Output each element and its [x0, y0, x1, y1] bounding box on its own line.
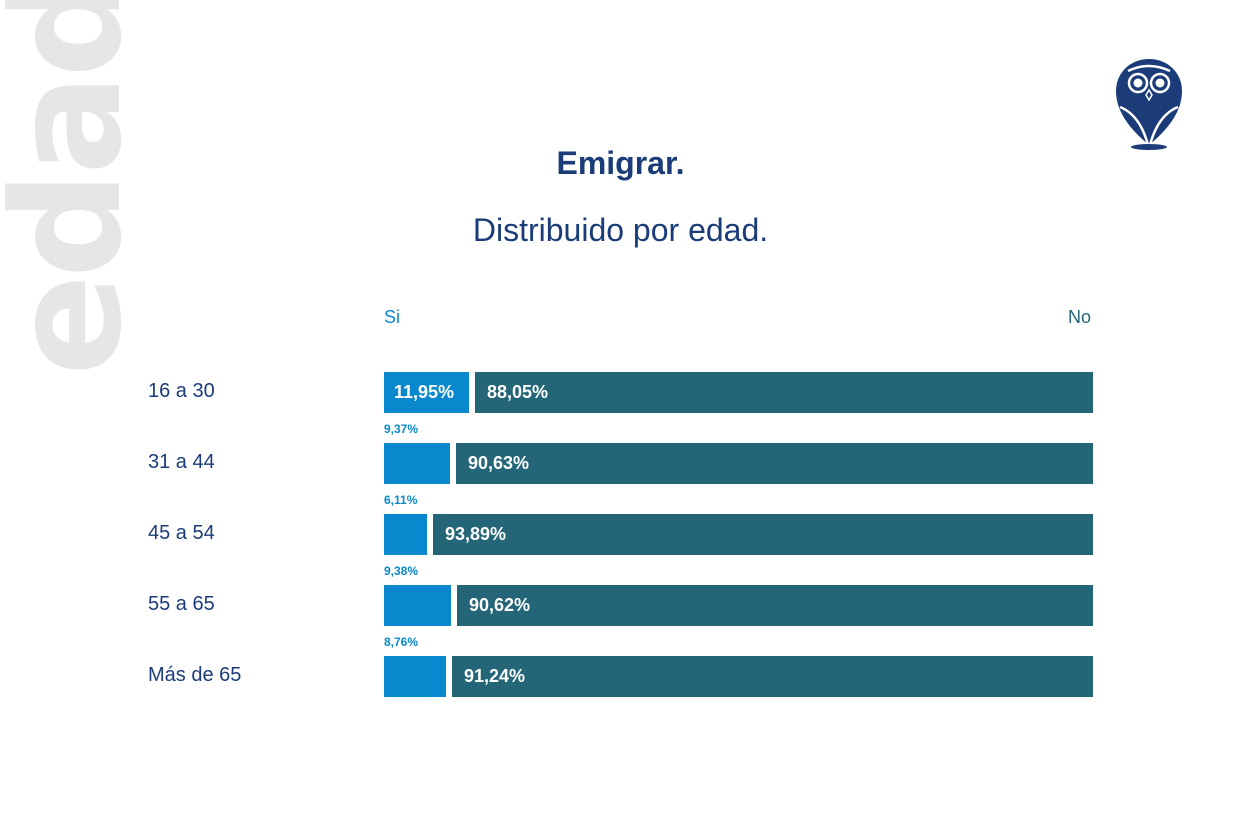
category-label: 31 a 44: [148, 451, 215, 473]
data-label-no: 93,89%: [445, 524, 507, 544]
bar-no: [456, 443, 1093, 484]
data-label-si: 8,76%: [384, 635, 419, 649]
bar-no: [433, 514, 1093, 555]
data-label-no: 88,05%: [487, 382, 549, 402]
watermark-text: edad: [0, 0, 155, 376]
data-label-no: 90,62%: [469, 595, 531, 615]
legend-no: No: [1068, 307, 1092, 327]
bar-no: [475, 372, 1093, 413]
bar-si: [384, 585, 451, 626]
data-label-si: 9,37%: [384, 422, 419, 436]
data-label-no: 91,24%: [464, 666, 526, 686]
bar-si: [384, 443, 450, 484]
data-label-si: 11,95%: [394, 382, 455, 402]
data-label-no: 90,63%: [468, 453, 530, 473]
chart-title: Emigrar.: [556, 145, 685, 181]
bar-no: [457, 585, 1093, 626]
category-label: 16 a 30: [148, 380, 215, 402]
owl-logo: [1116, 59, 1182, 150]
data-label-si: 6,11%: [384, 493, 418, 507]
bar-si: [384, 514, 427, 555]
chart-subtitle: Distribuido por edad.: [472, 212, 769, 248]
bar-si: [384, 372, 469, 413]
bar-no: [452, 656, 1093, 697]
category-label: Más de 65: [148, 664, 242, 686]
category-label: 55 a 65: [148, 593, 215, 615]
data-label-si: 9,38%: [384, 564, 419, 578]
category-label: 45 a 54: [148, 522, 215, 544]
legend-si: Si: [384, 307, 401, 327]
bar-si: [384, 656, 446, 697]
